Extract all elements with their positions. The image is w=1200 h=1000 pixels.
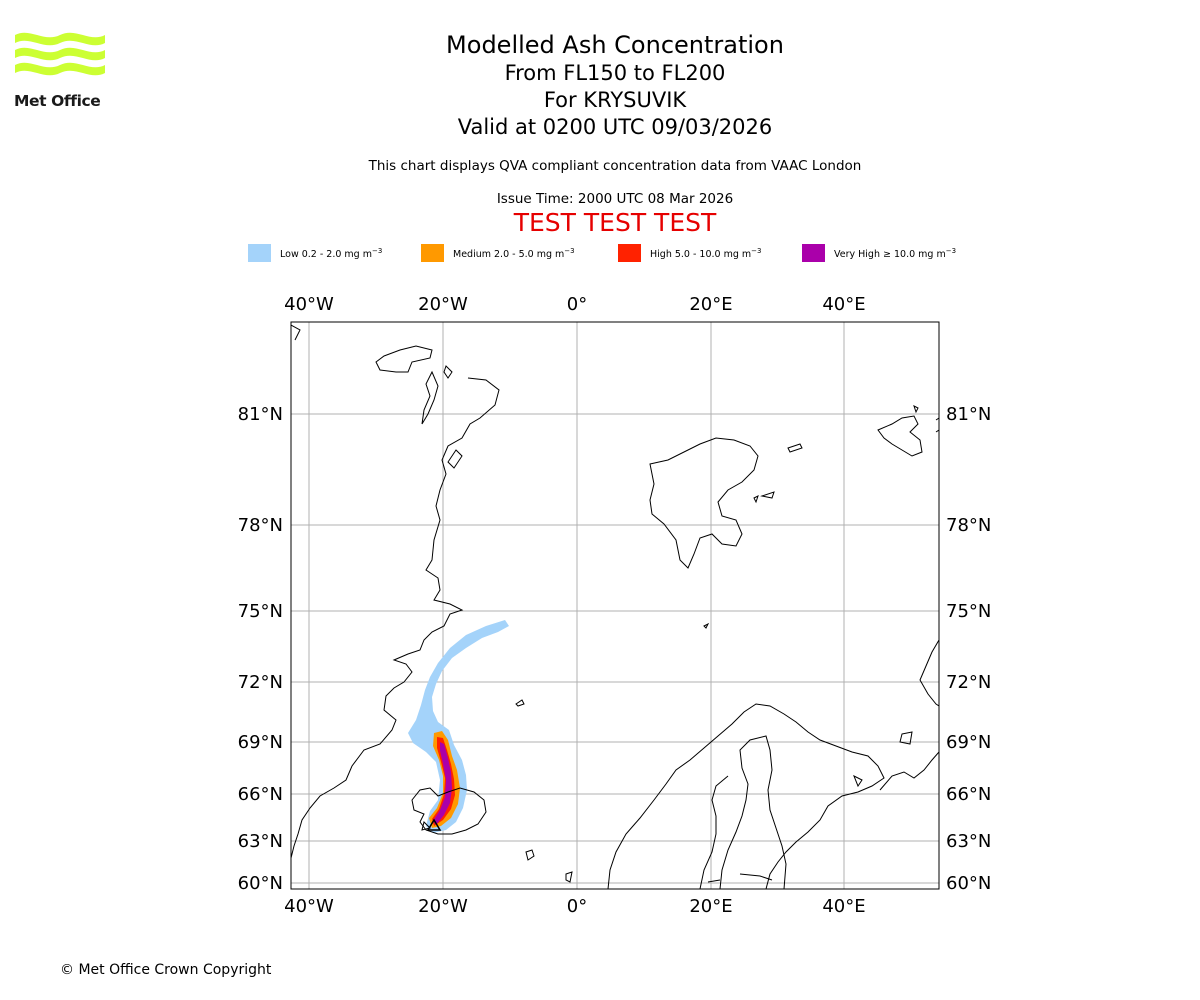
coast-sweden-finland [719, 735, 787, 889]
coast-jan-mayen [515, 699, 525, 707]
top-lon-label: 40°W [284, 294, 334, 315]
coast-baltic [699, 775, 773, 889]
ash-plume [408, 620, 509, 833]
right-lat-label: 78°N [946, 515, 991, 536]
map-frame [290, 321, 940, 890]
flight-level: From FL150 to FL200 [504, 61, 726, 85]
bottom-lon-label: 40°E [822, 896, 865, 917]
right-lat-label: 69°N [946, 732, 991, 753]
left-lat-label: 69°N [238, 732, 283, 753]
met-office-wave-icon [15, 32, 105, 76]
volcano-name: For KRYSUVIK [543, 88, 687, 112]
right-lat-label: 66°N [946, 784, 991, 805]
coast-iceland [411, 787, 487, 835]
ash-zone-very-high [433, 742, 452, 825]
legend-label-low: Low 0.2 - 2.0 mg m−3 [280, 247, 383, 260]
left-lat-label: 63°N [238, 831, 283, 852]
chart-header: Modelled Ash Concentration From FL150 to… [365, 30, 865, 238]
top-lon-label: 0° [567, 294, 587, 315]
right-lat-label: 72°N [946, 672, 991, 693]
legend-label-medium: Medium 2.0 - 5.0 mg m−3 [453, 247, 575, 260]
legend-swatch-low [248, 244, 271, 262]
chart-description: This chart displays QVA compliant concen… [368, 158, 862, 174]
volcano-marker-icon [426, 818, 442, 831]
ash-zone-low [408, 620, 509, 833]
right-lat-label: 60°N [946, 873, 991, 894]
top-lon-label: 20°W [418, 294, 468, 315]
top-lon-label: 40°E [822, 294, 865, 315]
test-banner: TEST TEST TEST [513, 208, 717, 237]
left-lat-label: 72°N [238, 672, 283, 693]
legend-swatch-high [618, 244, 641, 262]
left-lat-label: 60°N [238, 873, 283, 894]
legend-swatch-medium [421, 244, 444, 262]
coast-norway [607, 703, 885, 889]
coastlines [291, 324, 939, 889]
coast-iceland-sw [421, 821, 431, 831]
logo-text: Met Office [14, 92, 101, 110]
graticule [291, 322, 939, 889]
bottom-lon-label: 20°E [689, 896, 732, 917]
chart-title: Modelled Ash Concentration [446, 31, 784, 59]
bottom-lon-label: 40°W [284, 896, 334, 917]
coast-small-isles [853, 731, 913, 788]
coast-greenland [291, 324, 500, 859]
left-lat-label: 78°N [238, 515, 283, 536]
valid-time: Valid at 0200 UTC 09/03/2026 [457, 115, 773, 139]
coast-kola [879, 751, 939, 791]
coast-greenland-north [421, 370, 463, 469]
legend-label-very-high: Very High ≥ 10.0 mg m−3 [834, 247, 957, 260]
issue-time: Issue Time: 2000 UTC 08 Mar 2026 [496, 191, 734, 207]
left-lat-label: 75°N [238, 601, 283, 622]
coast-svalbard-islands [703, 443, 803, 629]
bottom-lon-label: 0° [567, 896, 587, 917]
axis-labels: 40°W 20°W 0° 20°E 40°E 40°W 20°W 0° 20°E… [238, 294, 992, 917]
legend-label-high: High 5.0 - 10.0 mg m−3 [650, 247, 762, 260]
copyright-notice: © Met Office Crown Copyright [60, 962, 272, 978]
top-lon-label: 20°E [689, 294, 732, 315]
legend-swatch-very-high [802, 244, 825, 262]
right-lat-label: 81°N [946, 404, 991, 425]
right-lat-label: 75°N [946, 601, 991, 622]
left-lat-label: 66°N [238, 784, 283, 805]
bottom-lon-label: 20°W [418, 896, 468, 917]
coast-svalbard [649, 437, 759, 569]
right-lat-label: 63°N [946, 831, 991, 852]
met-office-logo: Met Office [14, 30, 114, 112]
coast-faroes [525, 849, 535, 861]
coast-shetland [565, 871, 573, 883]
coast-franz-josef [877, 405, 939, 457]
coast-novaya [919, 639, 939, 707]
left-lat-label: 81°N [238, 404, 283, 425]
